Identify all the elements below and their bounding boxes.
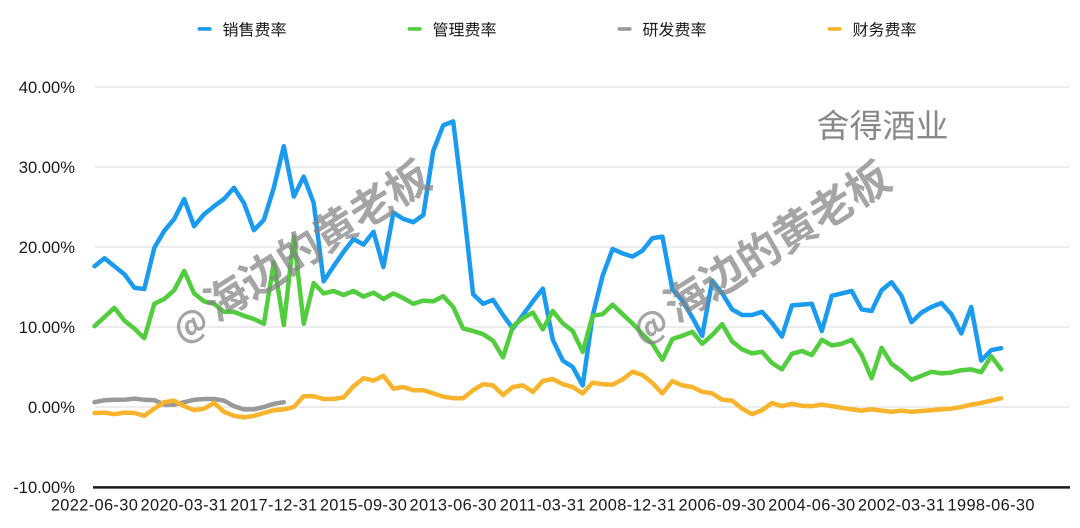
- svg-text:2006-09-30: 2006-09-30: [679, 497, 766, 515]
- svg-text:20.00%: 20.00%: [19, 238, 76, 257]
- svg-text:2002-03-31: 2002-03-31: [858, 497, 945, 515]
- svg-text:30.00%: 30.00%: [19, 158, 76, 177]
- svg-text:40.00%: 40.00%: [19, 78, 76, 97]
- svg-text:2013-06-30: 2013-06-30: [410, 497, 497, 515]
- svg-text:-10.00%: -10.00%: [13, 478, 75, 497]
- svg-text:2017-12-31: 2017-12-31: [230, 497, 317, 515]
- svg-text:1998-06-30: 1998-06-30: [948, 497, 1035, 515]
- svg-text:2015-09-30: 2015-09-30: [320, 497, 407, 515]
- svg-text:0.00%: 0.00%: [28, 398, 75, 417]
- svg-text:10.00%: 10.00%: [19, 318, 76, 337]
- svg-text:2011-03-31: 2011-03-31: [500, 497, 586, 515]
- svg-text:2004-06-30: 2004-06-30: [768, 497, 855, 515]
- svg-text:2022-06-30: 2022-06-30: [51, 497, 138, 515]
- svg-text:2008-12-31: 2008-12-31: [589, 497, 676, 515]
- svg-text:2020-03-31: 2020-03-31: [141, 497, 228, 515]
